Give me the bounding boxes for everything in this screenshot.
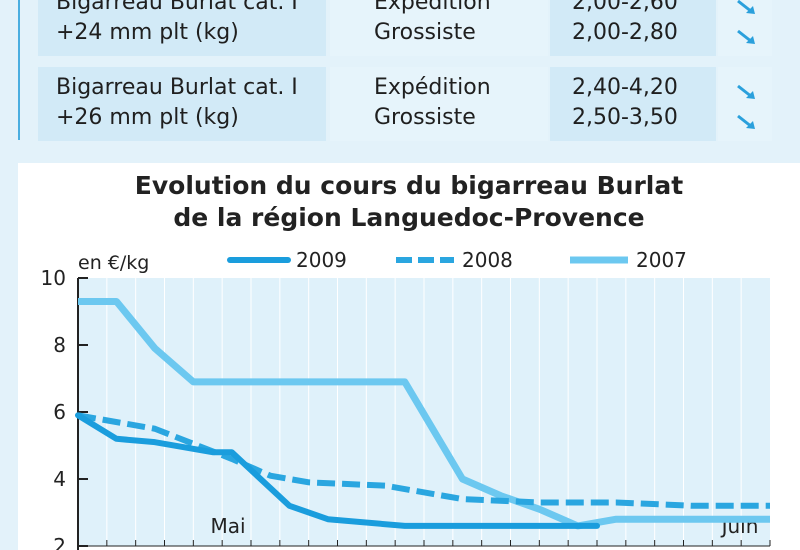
y-tick-label: 10: [41, 266, 66, 290]
y-tick-label: 2: [53, 534, 66, 550]
product-name: Bigarreau Burlat cat. I: [56, 0, 298, 15]
table-row: Bigarreau Burlat cat. I +26 mm plt (kg) …: [38, 67, 772, 141]
price-table: Bigarreau Burlat cat. I +24 mm plt (kg) …: [0, 0, 800, 150]
price-range: 2,00-2,60: [572, 0, 678, 15]
market-cell: Expédition Grossiste: [330, 0, 548, 56]
market-type: Expédition: [374, 75, 491, 100]
series-line-2007: [78, 297, 770, 530]
trend-cell: [718, 67, 772, 141]
table-row: Bigarreau Burlat cat. I +24 mm plt (kg) …: [38, 0, 772, 56]
product-size: +24 mm plt (kg): [56, 20, 239, 45]
down-right-arrow-icon: [737, 84, 755, 99]
chart-title: Evolution du cours du bigarreau Burlat: [134, 171, 684, 200]
legend-label-2008: 2008: [462, 248, 513, 272]
y-tick-label: 8: [53, 333, 66, 357]
y-axis-label: en €/kg: [78, 252, 149, 274]
price-cell: 2,40-4,20 2,50-3,50: [550, 67, 716, 141]
price-cell: 2,00-2,60 2,00-2,80: [550, 0, 716, 56]
legend-label-2009: 2009: [296, 248, 347, 272]
product-cell: Bigarreau Burlat cat. I +24 mm plt (kg): [38, 0, 326, 56]
chart-subtitle: de la région Languedoc-Provence: [173, 203, 645, 232]
down-right-arrow-icon: [737, 29, 755, 44]
down-right-arrow-icon: [737, 0, 755, 14]
y-tick-label: 4: [53, 467, 66, 491]
chart-panel: Evolution du cours du bigarreau Burlat d…: [18, 163, 800, 550]
product-cell: Bigarreau Burlat cat. I +26 mm plt (kg): [38, 67, 326, 141]
price-range: 2,50-3,50: [572, 105, 678, 130]
market-type: Grossiste: [374, 105, 476, 130]
trend-cell: [718, 0, 772, 56]
market-type: Grossiste: [374, 20, 476, 45]
product-size: +26 mm plt (kg): [56, 105, 239, 130]
y-tick-label: 6: [53, 400, 66, 424]
x-annotation-mai: Mai: [210, 514, 245, 538]
legend-label-2007: 2007: [636, 248, 687, 272]
market-cell: Expédition Grossiste: [330, 67, 548, 141]
series-line-2009: [75, 412, 600, 529]
down-right-arrow-icon: [737, 114, 755, 129]
market-type: Expédition: [374, 0, 491, 15]
price-range: 2,00-2,80: [572, 20, 678, 45]
table-divider: [18, 0, 20, 140]
product-name: Bigarreau Burlat cat. I: [56, 75, 298, 100]
price-range: 2,40-4,20: [572, 75, 678, 100]
